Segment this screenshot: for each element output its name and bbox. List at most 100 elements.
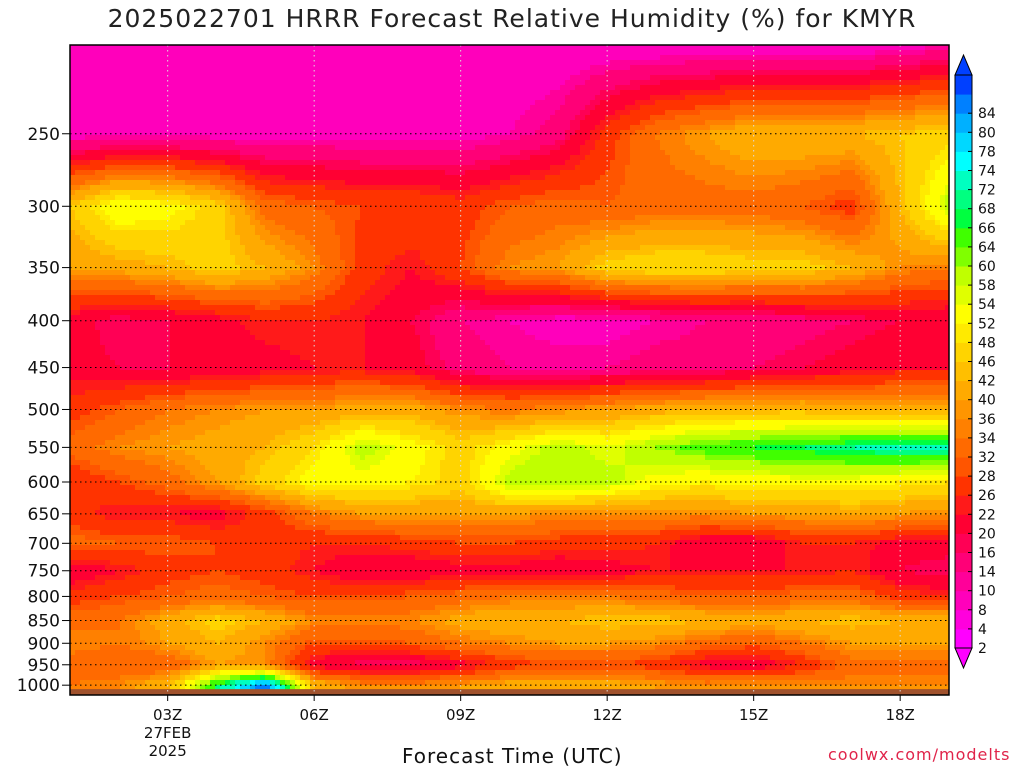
heatmap-cell <box>600 165 606 171</box>
heatmap-cell <box>805 180 811 186</box>
heatmap-cell <box>810 165 816 171</box>
heatmap-cell <box>780 95 786 101</box>
heatmap-cell <box>245 155 251 161</box>
heatmap-cell <box>335 50 341 56</box>
heatmap-cell <box>860 70 866 76</box>
heatmap-cell <box>560 80 566 86</box>
heatmap-cell <box>190 55 196 61</box>
heatmap-cell <box>600 145 606 151</box>
heatmap-cell <box>190 180 196 186</box>
heatmap-cell <box>300 90 306 96</box>
heatmap-cell <box>765 180 771 186</box>
heatmap-cell <box>775 180 781 186</box>
heatmap-cell <box>340 45 346 51</box>
heatmap-cell <box>165 95 171 101</box>
heatmap-cell <box>740 115 746 121</box>
heatmap-cell <box>110 65 116 71</box>
heatmap-cell <box>930 175 936 181</box>
heatmap-cell <box>670 170 676 176</box>
heatmap-cell <box>300 145 306 151</box>
heatmap-cell <box>215 85 221 91</box>
heatmap-cell <box>105 95 111 101</box>
heatmap-cell <box>650 95 656 101</box>
heatmap-cell <box>720 50 726 56</box>
heatmap-cell <box>260 110 266 116</box>
heatmap-cell <box>745 60 751 66</box>
heatmap-cell <box>605 95 611 101</box>
heatmap-cell <box>320 125 326 131</box>
heatmap-cell <box>490 155 496 161</box>
heatmap-cell <box>280 165 286 171</box>
heatmap-cell <box>325 60 331 66</box>
heatmap-cell <box>600 110 606 116</box>
heatmap-cell <box>595 160 601 166</box>
heatmap-cell <box>475 120 481 126</box>
heatmap-cell <box>255 165 261 171</box>
heatmap-cell <box>605 80 611 86</box>
heatmap-cell <box>405 60 411 66</box>
heatmap-cell <box>385 125 391 131</box>
heatmap-cell <box>890 170 896 176</box>
heatmap-cell <box>235 80 241 86</box>
heatmap-cell <box>130 70 136 76</box>
heatmap-cell <box>315 180 321 186</box>
heatmap-cell <box>85 110 91 116</box>
heatmap-cell <box>895 150 901 156</box>
heatmap-cell <box>295 175 301 181</box>
heatmap-cell <box>425 105 431 111</box>
heatmap-cell <box>830 175 836 181</box>
heatmap-cell <box>660 175 666 181</box>
heatmap-cell <box>915 150 921 156</box>
heatmap-cell <box>490 45 496 51</box>
heatmap-cell <box>225 120 231 126</box>
heatmap-cell <box>320 130 326 136</box>
heatmap-cell <box>650 55 656 61</box>
heatmap-cell <box>850 115 856 121</box>
heatmap-cell <box>575 120 581 126</box>
heatmap-cell <box>275 100 281 106</box>
heatmap-cell <box>275 55 281 61</box>
heatmap-cell <box>530 160 536 166</box>
heatmap-cell <box>670 80 676 86</box>
heatmap-cell <box>860 95 866 101</box>
heatmap-cell <box>310 65 316 71</box>
heatmap-cell <box>115 85 121 91</box>
heatmap-cell <box>95 145 101 151</box>
heatmap-cell <box>305 50 311 56</box>
heatmap-cell <box>805 100 811 106</box>
heatmap-cell <box>390 50 396 56</box>
heatmap-cell <box>125 125 131 131</box>
heatmap-cell <box>190 150 196 156</box>
heatmap-cell <box>545 85 551 91</box>
heatmap-cell <box>345 110 351 116</box>
heatmap-cell <box>75 120 81 126</box>
heatmap-cell <box>815 55 821 61</box>
heatmap-cell <box>935 175 941 181</box>
heatmap-cell <box>130 160 136 166</box>
heatmap-cell <box>420 110 426 116</box>
heatmap-cell <box>450 60 456 66</box>
heatmap-cell <box>425 95 431 101</box>
heatmap-cell <box>620 70 626 76</box>
heatmap-cell <box>380 85 386 91</box>
heatmap-cell <box>630 80 636 86</box>
heatmap-cell <box>725 50 731 56</box>
heatmap-cell <box>275 140 281 146</box>
heatmap-cell <box>70 135 76 141</box>
heatmap-cell <box>670 110 676 116</box>
heatmap-cell <box>570 105 576 111</box>
heatmap-cell <box>330 135 336 141</box>
heatmap-cell <box>385 140 391 146</box>
heatmap-cell <box>145 160 151 166</box>
heatmap-cell <box>170 100 176 106</box>
heatmap-cell <box>270 75 276 81</box>
heatmap-cell <box>145 120 151 126</box>
heatmap-cell <box>650 60 656 66</box>
heatmap-cell <box>270 125 276 131</box>
heatmap-cell <box>865 65 871 71</box>
heatmap-cell <box>650 145 656 151</box>
heatmap-cell <box>105 130 111 136</box>
heatmap-cell <box>535 155 541 161</box>
heatmap-cell <box>700 80 706 86</box>
heatmap-cell <box>480 125 486 131</box>
